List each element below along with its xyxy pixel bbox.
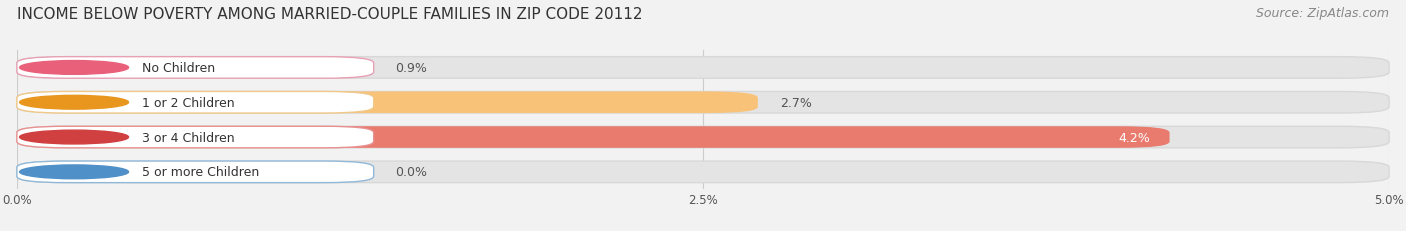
FancyBboxPatch shape: [17, 58, 264, 79]
FancyBboxPatch shape: [17, 127, 1389, 148]
FancyBboxPatch shape: [17, 58, 374, 79]
Circle shape: [20, 61, 128, 75]
Text: 1 or 2 Children: 1 or 2 Children: [142, 96, 235, 109]
Text: 3 or 4 Children: 3 or 4 Children: [142, 131, 235, 144]
Text: No Children: No Children: [142, 62, 215, 75]
FancyBboxPatch shape: [17, 161, 1389, 183]
FancyBboxPatch shape: [17, 161, 374, 183]
Text: 0.9%: 0.9%: [395, 62, 427, 75]
FancyBboxPatch shape: [17, 127, 1170, 148]
Circle shape: [20, 165, 128, 179]
Text: 2.7%: 2.7%: [780, 96, 811, 109]
Text: Source: ZipAtlas.com: Source: ZipAtlas.com: [1256, 7, 1389, 20]
Text: 0.0%: 0.0%: [395, 166, 427, 179]
FancyBboxPatch shape: [17, 92, 374, 113]
Circle shape: [20, 131, 128, 144]
FancyBboxPatch shape: [17, 58, 1389, 79]
FancyBboxPatch shape: [17, 92, 1389, 113]
Text: 4.2%: 4.2%: [1119, 131, 1150, 144]
Text: 5 or more Children: 5 or more Children: [142, 166, 260, 179]
Circle shape: [20, 96, 128, 110]
Text: INCOME BELOW POVERTY AMONG MARRIED-COUPLE FAMILIES IN ZIP CODE 20112: INCOME BELOW POVERTY AMONG MARRIED-COUPL…: [17, 7, 643, 22]
FancyBboxPatch shape: [17, 92, 758, 113]
FancyBboxPatch shape: [17, 127, 374, 148]
